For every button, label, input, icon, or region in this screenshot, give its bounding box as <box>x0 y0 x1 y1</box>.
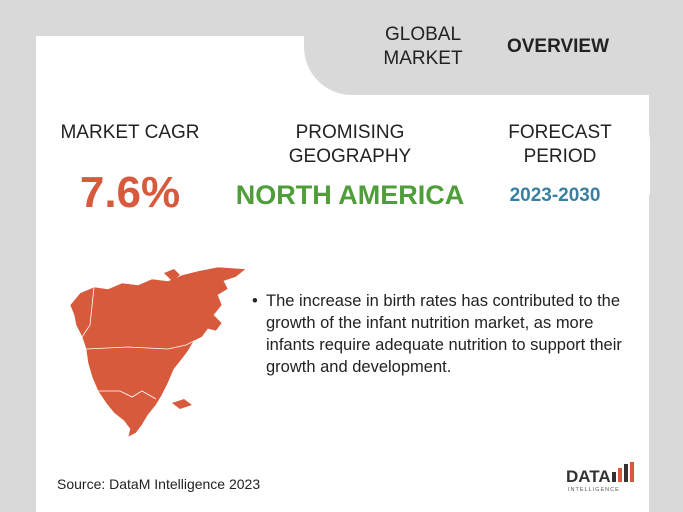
content-card <box>36 36 649 512</box>
description-text: The increase in birth rates has contribu… <box>266 292 622 376</box>
map-border-us-mexico <box>98 390 157 400</box>
map-island-3 <box>172 399 192 409</box>
header-global-market: GLOBAL MARKET <box>383 24 463 69</box>
right-band <box>650 95 683 512</box>
logo-wordmark: DATA <box>566 467 611 486</box>
datam-logo: DATA INTELLIGENCE <box>566 462 634 493</box>
cagr-label: MARKET CAGR <box>60 122 200 143</box>
map-border-canada-us <box>85 340 195 350</box>
header-tab <box>304 0 683 95</box>
forecast-label: FORECAST PERIOD <box>508 122 612 167</box>
description: • The increase in birth rates has contri… <box>252 290 632 378</box>
source-note: Source: DataM Intelligence 2023 <box>57 476 261 492</box>
logo-tagline: INTELLIGENCE <box>568 487 620 493</box>
cagr-value: 7.6% <box>79 168 181 217</box>
north-america-map <box>69 266 247 438</box>
geography-value: NORTH AMERICA <box>235 180 465 210</box>
bullet-icon: • <box>252 292 258 310</box>
map-island <box>164 269 180 281</box>
map-border-alaska <box>81 286 95 338</box>
map-island-2 <box>188 283 204 295</box>
geography-label: PROMISING GEOGRAPHY <box>288 122 412 167</box>
map-landmass <box>69 266 247 438</box>
forecast-value: 2023-2030 <box>509 185 601 206</box>
header-overview: OVERVIEW <box>506 36 610 57</box>
